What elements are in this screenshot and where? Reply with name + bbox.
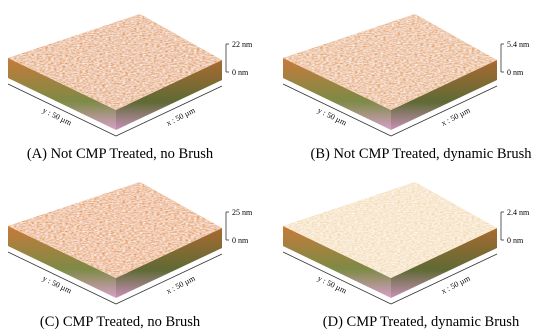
x-axis-label: x : 50 µm: [165, 105, 197, 127]
axis-edge: [7, 251, 117, 305]
surface-side-left: [283, 58, 391, 130]
axis-edge: [390, 85, 498, 137]
x-axis-label: x : 50 µm: [440, 273, 472, 295]
surface-side-right: [391, 60, 497, 130]
panel-caption: (B) Not CMP Treated, dynamic Brush: [311, 146, 533, 162]
x-axis-label: x : 50 µm: [440, 105, 472, 127]
surface-top: [283, 182, 497, 278]
axis-edge: [390, 253, 498, 305]
afm-panel: 22 nm 0 nm y : 50 µm x : 50 µm (A) Not CMP T…: [7, 14, 253, 162]
afm-panel: 2.4 nm 0 nm y : 50 µm x : 50 µm (D) CMP Trea…: [282, 182, 530, 330]
z-max-label: 25 nm: [232, 208, 253, 217]
axis-edge: [7, 83, 117, 137]
panel-caption: (C) CMP Treated, no Brush: [40, 314, 201, 330]
z-min-label: 0 nm: [232, 68, 249, 77]
panel-caption: (A) Not CMP Treated, no Brush: [27, 146, 214, 162]
y-axis-label: y : 50 µm: [316, 274, 349, 296]
surface-side-right: [116, 60, 222, 130]
z-max-label: 2.4 nm: [507, 208, 530, 217]
z-min-label: 0 nm: [507, 236, 524, 245]
axis-edge: [282, 251, 392, 305]
z-min-label: 0 nm: [507, 68, 524, 77]
y-axis-label: y : 50 µm: [41, 106, 74, 128]
x-axis-label: x : 50 µm: [165, 273, 197, 295]
z-max-label: 22 nm: [232, 40, 253, 49]
z-min-label: 0 nm: [232, 236, 249, 245]
y-axis-label: y : 50 µm: [41, 274, 74, 296]
surface-side-left: [8, 58, 116, 130]
y-axis-label: y : 50 µm: [316, 106, 349, 128]
surface-top: [8, 182, 222, 278]
surface-top: [283, 14, 497, 110]
surface-side-right: [391, 228, 497, 298]
surface-side-left: [8, 226, 116, 298]
axis-edge: [282, 83, 392, 137]
afm-panel: 25 nm 0 nm y : 50 µm x : 50 µm (C) CMP Treat…: [7, 182, 253, 330]
axis-edge: [115, 253, 223, 305]
surface-side-left: [283, 226, 391, 298]
afm-panel: 5.4 nm 0 nm y : 50 µm x : 50 µm (B) Not CMP …: [282, 14, 533, 162]
z-max-label: 5.4 nm: [507, 40, 530, 49]
surface-top: [8, 14, 222, 110]
panel-caption: (D) CMP Treated, dynamic Brush: [323, 314, 520, 330]
surface-side-right: [116, 228, 222, 298]
axis-edge: [115, 85, 223, 137]
